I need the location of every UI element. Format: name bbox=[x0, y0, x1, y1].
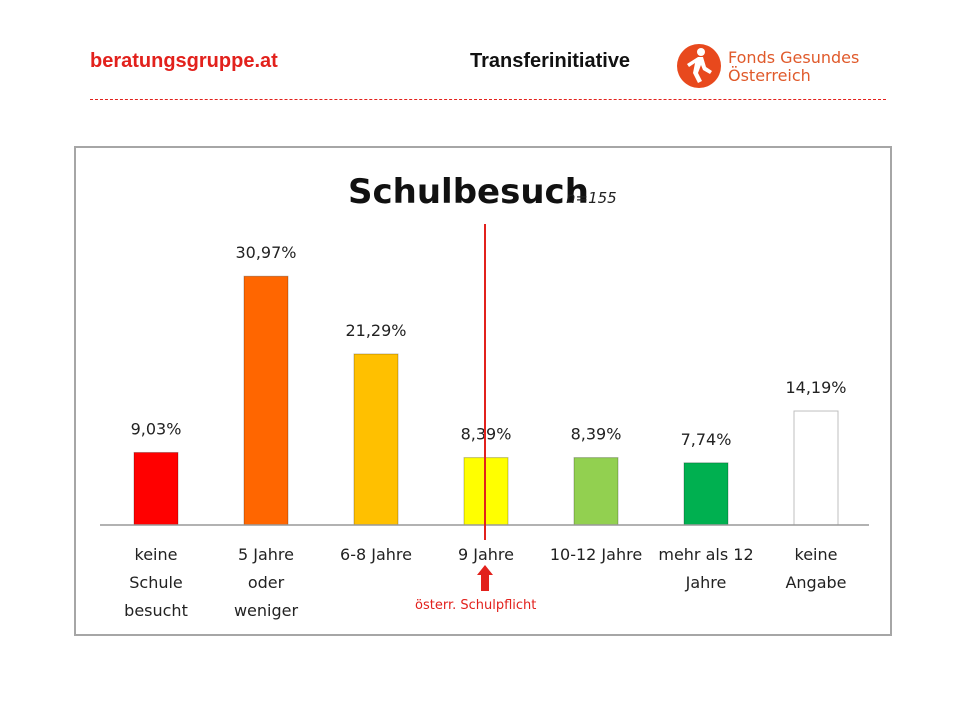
data-label-6: 14,19% bbox=[785, 378, 846, 397]
up-arrow-icon bbox=[477, 565, 493, 591]
chart-subtitle: n=155 bbox=[566, 189, 617, 207]
data-label-1: 30,97% bbox=[235, 243, 296, 262]
bars-group: 9,03% keine Schule besucht 30,97% 5 Jahre oder… bbox=[124, 243, 846, 620]
category-label-6: keine Angabe bbox=[785, 545, 846, 592]
bar-1 bbox=[243, 275, 289, 526]
category-label-2: 6-8 Jahre bbox=[340, 545, 412, 564]
data-label-5: 7,74% bbox=[681, 430, 732, 449]
brand-name: beratungsgruppe.at bbox=[90, 50, 278, 72]
header-divider bbox=[90, 99, 886, 100]
initiative-title: Transferinitiative bbox=[470, 50, 631, 72]
category-label-4: 10-12 Jahre bbox=[550, 545, 642, 564]
bar-chart: Schulbesuch n=155 9,03% keine Schule besuch… bbox=[100, 172, 869, 620]
category-label-1: 5 Jahre oder weniger bbox=[234, 545, 299, 620]
fonds-gesundes-logo: Fonds Gesundes Österreich bbox=[676, 41, 876, 91]
bar-0 bbox=[133, 451, 179, 526]
chart-frame: Schulbesuch n=155 9,03% keine Schule besuch… bbox=[74, 146, 892, 636]
bar-4 bbox=[573, 457, 619, 526]
bar-6 bbox=[793, 410, 839, 526]
bar-2 bbox=[353, 353, 399, 526]
data-label-4: 8,39% bbox=[571, 425, 622, 444]
category-label-3: 9 Jahre bbox=[458, 545, 514, 564]
schulpflicht-label: österr. Schulpflicht bbox=[415, 598, 536, 613]
category-label-0: keine Schule besucht bbox=[124, 545, 188, 620]
chart-title: Schulbesuch bbox=[348, 172, 589, 212]
logo-text-line1: Fonds Gesundes bbox=[728, 48, 860, 67]
data-label-0: 9,03% bbox=[131, 419, 182, 438]
logo-text-line2: Österreich bbox=[728, 66, 811, 85]
bar-5 bbox=[683, 462, 729, 526]
data-label-2: 21,29% bbox=[345, 321, 406, 340]
category-label-5: mehr als 12 Jahre bbox=[658, 545, 753, 592]
annotation-group: österr. Schulpflicht bbox=[415, 224, 536, 613]
running-figure-icon bbox=[677, 44, 721, 88]
